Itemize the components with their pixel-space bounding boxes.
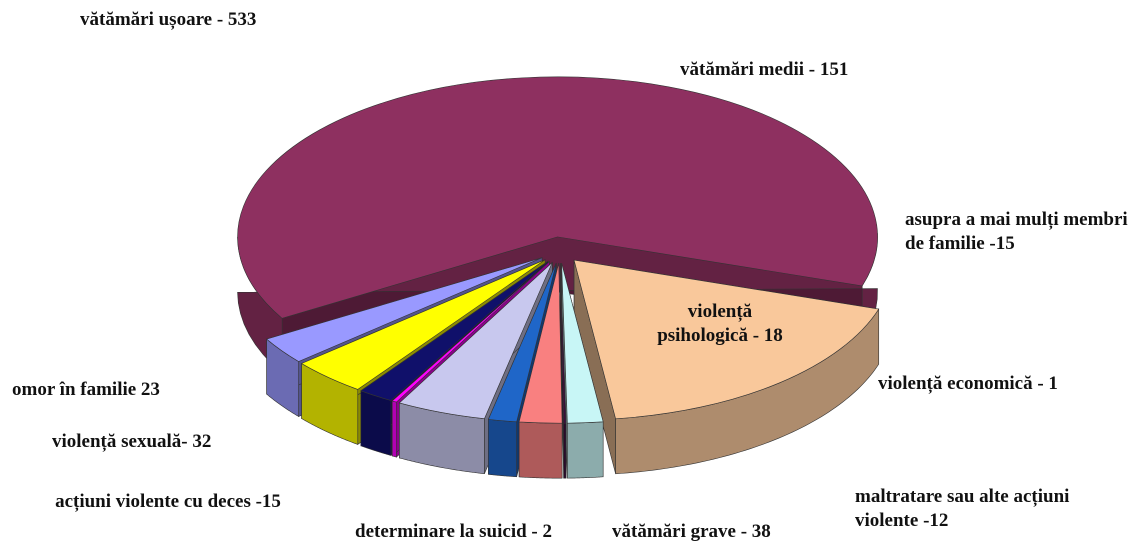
slice — [237, 76, 878, 319]
slice — [391, 261, 550, 403]
slice — [266, 257, 543, 362]
slice-label: vătămări grave - 38 — [612, 521, 771, 542]
slice — [300, 259, 546, 390]
slice — [573, 259, 880, 420]
slice-side — [360, 390, 392, 456]
slice — [487, 262, 557, 423]
slice-label: maltratare sau alte acțiuni violente -12 — [855, 486, 1070, 531]
slice — [561, 263, 604, 424]
slice-side — [391, 400, 397, 458]
slice — [560, 263, 567, 424]
slice-label: acțiuni violente cu deces -15 — [55, 491, 281, 512]
slice-label: omor în familie 23 — [12, 379, 160, 400]
slice — [360, 260, 549, 401]
slice-label: violență sexuală- 32 — [52, 431, 212, 452]
slice-label: vătămări ușoare - 533 — [80, 9, 257, 30]
slice-label: violență psihologică - 18 — [657, 301, 783, 346]
slice — [398, 262, 553, 420]
slice-label: asupra a mai mulți membri de familie -15 — [905, 209, 1128, 254]
slice-side — [563, 422, 567, 479]
slice-label: vătămări medii - 151 — [680, 59, 849, 80]
slice — [518, 263, 563, 424]
slice-side — [518, 421, 563, 479]
slice-side — [488, 419, 517, 478]
slice-label: determinare la suicid - 2 — [355, 521, 553, 542]
slice-label: violență economică - 1 — [878, 373, 1058, 394]
slice-side — [567, 421, 604, 479]
